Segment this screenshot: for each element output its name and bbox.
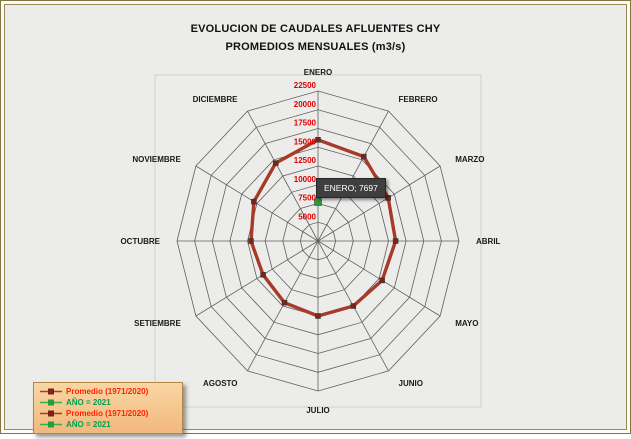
series-marker	[314, 198, 322, 206]
legend-item-ano2021-1[interactable]: AÑO = 2021	[40, 397, 176, 408]
series-marker	[248, 238, 254, 244]
chart-title-line1: EVOLUCION DE CAUDALES AFLUENTES CHY	[190, 23, 441, 35]
legend-item-promedio-1[interactable]: Promedio (1971/2020)	[40, 386, 176, 397]
radial-tick-label: 20000	[294, 100, 317, 109]
axis-label-diciembre: DICIEMBRE	[193, 95, 239, 104]
chart-panel: EVOLUCION DE CAUDALES AFLUENTES CHY PROM…	[4, 4, 627, 434]
series-marker	[251, 198, 257, 205]
series-marker	[260, 272, 266, 278]
legend-line-marker-icon	[40, 398, 62, 407]
radar-axis-spoke	[195, 165, 319, 242]
series-marker	[379, 277, 385, 284]
axis-label-abril: ABRIL	[476, 237, 501, 246]
chart-title-line2: PROMEDIOS MENSUALES (m3/s)	[225, 40, 406, 53]
legend[interactable]: Promedio (1971/2020) AÑO = 2021 Promedio…	[33, 382, 183, 434]
radial-tick-label: 7500	[298, 194, 316, 203]
radar-axis-spoke	[195, 240, 319, 317]
radar-chart: ENERO FEBRERO MARZO ABRIL MAYO JUNIO JULIO AGOS…	[120, 68, 501, 415]
data-label-tooltip: ENERO; 7697	[316, 178, 386, 198]
axis-label-noviembre: NOVIEMBRE	[132, 155, 181, 164]
series-line	[249, 138, 398, 318]
data-label-text: ENERO; 7697	[324, 183, 378, 193]
axis-label-enero: ENERO	[304, 68, 332, 77]
axis-label-octubre: OCTUBRE	[120, 237, 160, 246]
axis-label-mayo: MAYO	[455, 319, 478, 328]
legend-item-promedio-2[interactable]: Promedio (1971/2020)	[40, 408, 176, 419]
series-marker	[272, 160, 279, 166]
axis-label-setiembre: SETIEMBRE	[134, 319, 181, 328]
radial-tick-label: 5000	[298, 212, 316, 221]
legend-line-marker-icon	[40, 387, 62, 396]
radial-tick-label: 22500	[294, 81, 317, 90]
radar-axis-spoke	[317, 240, 441, 317]
series-marker	[315, 313, 321, 319]
radar-axis-spoke	[247, 240, 319, 372]
legend-line-marker-icon	[40, 420, 62, 429]
radial-tick-label: 15000	[294, 137, 317, 146]
series-marker	[361, 153, 367, 160]
radar-axis-spoke	[317, 110, 389, 242]
series-marker	[281, 299, 288, 306]
radar-axis-spoke	[317, 165, 441, 242]
legend-label: AÑO = 2021	[66, 420, 111, 429]
legend-label: Promedio (1971/2020)	[66, 387, 149, 396]
axis-label-junio: JUNIO	[399, 379, 423, 388]
series-marker	[392, 238, 399, 244]
axis-label-marzo: MARZO	[455, 155, 484, 164]
plot-area-border	[154, 74, 482, 408]
legend-label: AÑO = 2021	[66, 398, 111, 407]
radial-tick-label: 10000	[294, 175, 317, 184]
legend-item-ano2021-2[interactable]: AÑO = 2021	[40, 419, 176, 430]
legend-label: Promedio (1971/2020)	[66, 409, 149, 418]
axis-label-febrero: FEBRERO	[399, 95, 438, 104]
radial-tick-label: 12500	[294, 156, 317, 165]
series-marker	[385, 195, 391, 201]
series-marker	[315, 137, 321, 143]
radial-tick-label: 17500	[294, 119, 317, 128]
axis-label-agosto: AGOSTO	[203, 379, 238, 388]
radar-axis-spoke	[247, 110, 319, 242]
legend-line-marker-icon	[40, 409, 62, 418]
chart-title: EVOLUCION DE CAUDALES AFLUENTES CHY PROM…	[5, 21, 626, 56]
series-marker	[350, 303, 357, 309]
axis-label-julio: JULIO	[306, 406, 330, 415]
